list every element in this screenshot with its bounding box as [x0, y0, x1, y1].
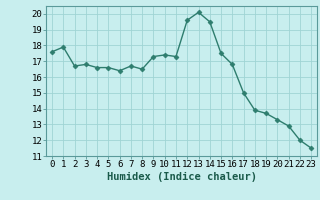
X-axis label: Humidex (Indice chaleur): Humidex (Indice chaleur) — [107, 172, 257, 182]
